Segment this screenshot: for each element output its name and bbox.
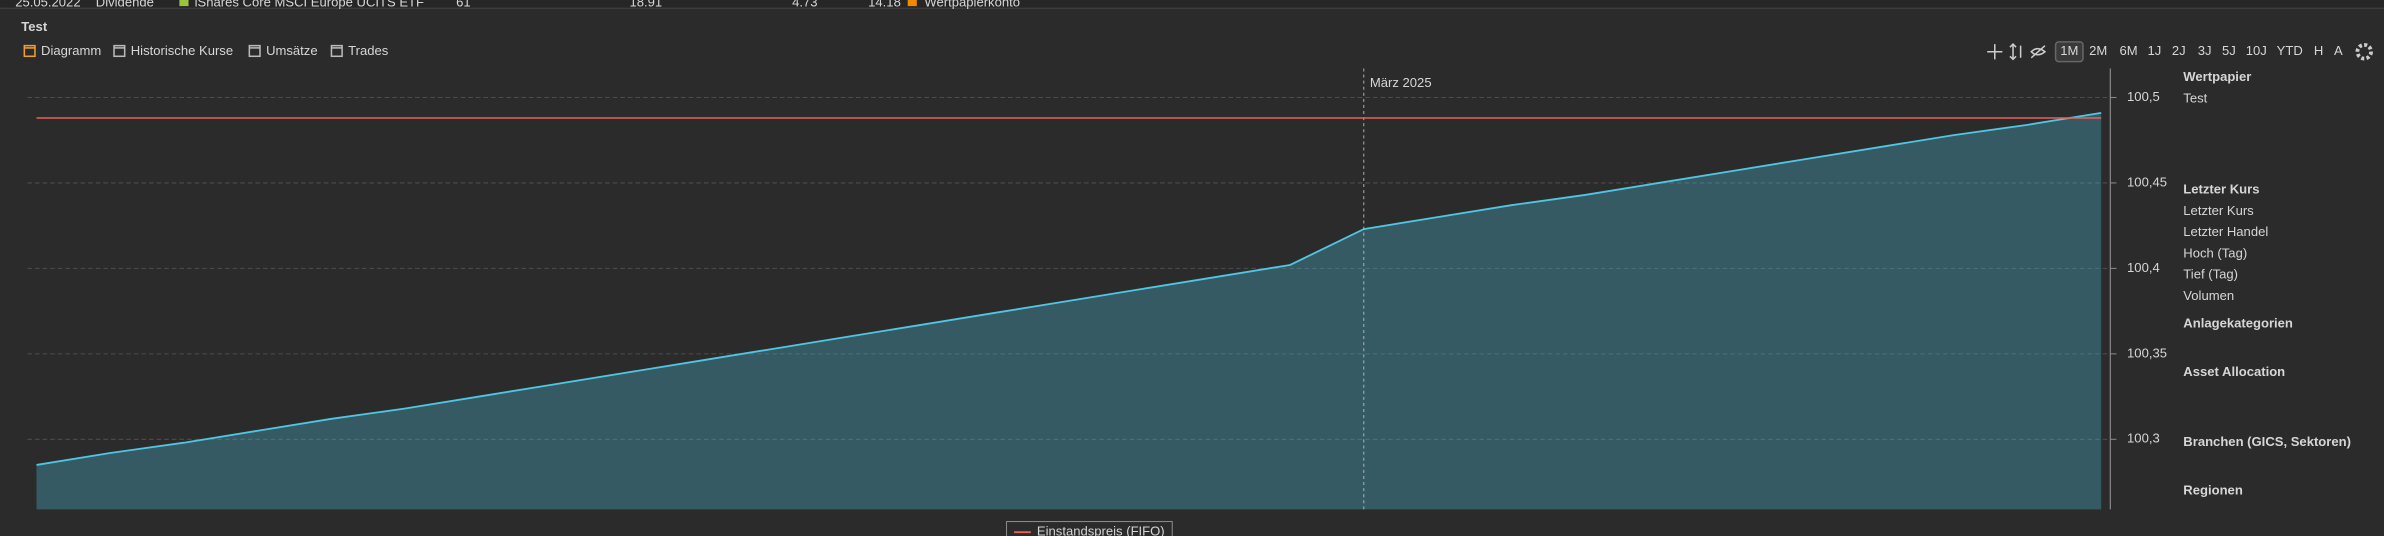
period-button[interactable]: 1J — [2148, 43, 2162, 58]
tab-icon[interactable] — [113, 44, 126, 58]
hide-icon[interactable] — [2030, 45, 2047, 59]
info-item[interactable]: Letzter Kurs — [2183, 203, 2254, 218]
info-item[interactable]: Volumen — [2183, 288, 2234, 303]
category-swatch — [179, 0, 189, 7]
chart-view-title: Test — [21, 19, 48, 34]
period-button[interactable]: H — [2314, 43, 2323, 58]
y-tick-label: 100,35 — [2127, 345, 2167, 360]
crosshair-icon[interactable] — [1987, 44, 2003, 60]
info-heading: Wertpapier — [2183, 69, 2251, 84]
legend-box — [1005, 520, 1173, 536]
table-cell: 14.18 — [868, 0, 901, 10]
info-heading: Letzter Kurs — [2183, 182, 2259, 197]
y-tick-label: 100,3 — [2127, 431, 2160, 446]
area-fill — [36, 112, 2102, 510]
period-button[interactable]: YTD — [2277, 43, 2303, 58]
table-cell: 61 — [456, 0, 471, 10]
period-button[interactable]: 2M — [2089, 43, 2107, 58]
info-item[interactable]: Test — [2183, 90, 2207, 105]
period-button[interactable]: 6M — [2119, 43, 2137, 58]
info-item[interactable]: Hoch (Tag) — [2183, 245, 2247, 260]
table-cell: Wertpapierkonto — [924, 0, 1020, 10]
y-tick-label: 100,4 — [2127, 260, 2160, 275]
gear-teeth[interactable] — [2355, 42, 2373, 61]
info-heading: Regionen — [2183, 483, 2243, 498]
info-heading: Anlagekategorien — [2183, 315, 2293, 330]
tab-icon[interactable] — [23, 44, 36, 58]
legend-label: Einstandspreis (FIFO) — [1037, 524, 1165, 536]
period-button[interactable]: 10J — [2246, 43, 2267, 58]
tab-label[interactable]: Historische Kurse — [131, 43, 233, 58]
table-cell: Dividende — [96, 0, 154, 10]
period-button[interactable]: 5J — [2222, 43, 2236, 58]
tab-label[interactable]: Diagramm — [41, 43, 101, 58]
period-button[interactable]: A — [2334, 43, 2343, 58]
table-cell: 25.05.2022 — [15, 0, 80, 10]
period-button[interactable]: 2J — [2172, 43, 2186, 58]
y-tick-label: 100,5 — [2127, 89, 2160, 104]
info-heading: Asset Allocation — [2183, 364, 2285, 379]
tab-label[interactable]: Umsätze — [266, 43, 318, 58]
period-selected[interactable] — [2054, 41, 2084, 63]
table-row-band — [0, 0, 2384, 8]
period-button[interactable]: 3J — [2198, 43, 2212, 58]
table-cell: 4.73 — [792, 0, 817, 10]
gear-hole[interactable] — [2361, 49, 2367, 55]
toolbar-icons[interactable] — [1987, 43, 2047, 61]
info-item[interactable]: Letzter Handel — [2183, 224, 2268, 239]
period-button[interactable]: 1M — [2060, 43, 2078, 58]
tab-icon[interactable] — [248, 44, 261, 58]
tab-icon[interactable] — [330, 44, 343, 58]
info-heading: Branchen (GICS, Sektoren) — [2183, 434, 2351, 449]
scale-icon[interactable] — [2009, 43, 2022, 61]
info-item[interactable]: Tief (Tag) — [2183, 267, 2238, 282]
settings-icon[interactable] — [2355, 42, 2373, 61]
table-cell: 18.91 — [629, 0, 662, 10]
tab-label[interactable]: Trades — [348, 43, 389, 58]
account-swatch — [907, 0, 917, 7]
y-tick-label: 100,45 — [2127, 174, 2167, 189]
price-line — [36, 111, 2102, 466]
table-cell: iShares Core MSCI Europe UCITS ETF — [195, 0, 424, 10]
x-tick-label: März 2025 — [1370, 75, 1432, 90]
